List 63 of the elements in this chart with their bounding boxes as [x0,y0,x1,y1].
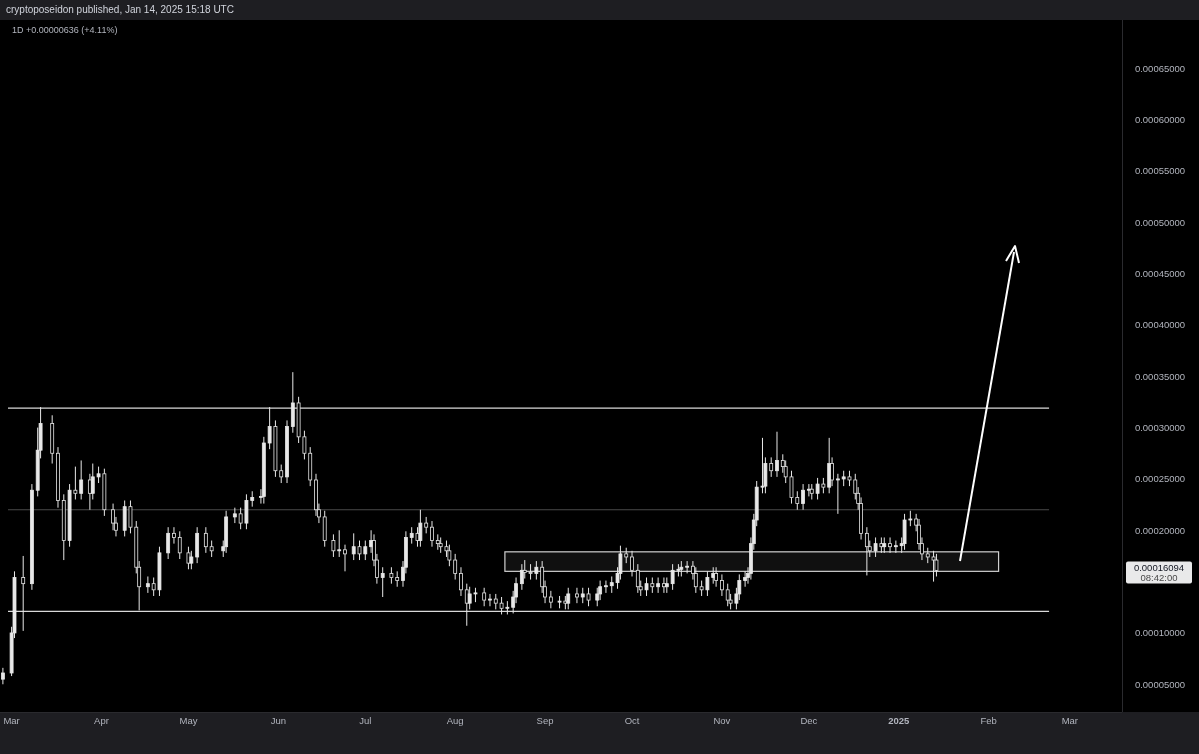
candlestick [186,546,191,570]
candlestick [635,563,640,594]
candlestick [189,550,194,570]
candlestick [656,577,661,594]
candlestick [482,587,487,607]
y-tick-label: 0.00010000 [1134,627,1186,639]
x-tick-label: Mar [3,715,20,726]
candlestick [172,526,176,545]
x-tick-label: Nov [713,715,731,726]
x-tick-label: Feb [980,715,997,726]
x-tick-label: Aug [446,715,464,726]
x-tick-label: Jun [270,715,286,726]
y-tick-label: 0.00005000 [1134,678,1186,690]
candlestick [430,520,434,548]
candlestick [801,483,805,511]
y-tick-label: 0.00055000 [1134,165,1186,177]
y-tick-label: 0.00040000 [1134,319,1186,331]
y-tick-label: 0.00060000 [1134,114,1186,126]
x-tick-label: Oct [624,715,640,726]
candlestick [0,667,5,685]
y-tick-label: 0.00025000 [1134,473,1186,485]
candlestick [893,540,898,554]
y-tick-label: 0.00050000 [1134,216,1186,228]
candlestick [725,583,730,607]
candlestick [459,566,463,597]
candlestick [464,583,469,627]
y-tick-label: 0.00035000 [1134,370,1186,382]
x-tick-label: Sep [536,715,554,726]
candlestick [488,593,492,607]
candlestick [685,560,690,574]
candlestick [519,563,524,591]
y-tick-label: 0.00020000 [1134,524,1186,536]
candlestick [380,566,385,598]
x-tick-label: Jul [359,715,372,726]
x-tick-label: May [179,715,198,726]
candlestick [806,483,811,497]
candlestick [604,580,608,594]
candlestick [145,575,150,594]
candlestick [630,550,634,577]
candlestick [177,530,182,560]
x-tick-label: Mar [1061,715,1078,726]
text: 0.00016094 [1133,562,1185,574]
candlestick [720,573,724,597]
candlestick [195,526,200,564]
candlestick [343,544,347,572]
candlestick [322,510,327,548]
y-tick-label: 0.00045000 [1134,268,1186,280]
text: 1D +0.00000636 (+4.11%) [12,25,118,35]
text: cryptoposeidon published, Jan 14, 2025 15:18 UTC [6,4,234,15]
candlestick [835,473,840,515]
text: 08:42:00 [1140,572,1178,584]
candlestick [548,590,553,609]
candlestick [575,587,579,604]
y-tick-label: 0.00030000 [1134,422,1186,434]
candlestick [166,526,171,560]
x-tick-label: Apr [94,715,109,726]
y-tick-label: 0.00065000 [1134,62,1186,74]
x-tick-label: Dec [800,715,818,726]
x-tick-label: 2025 [888,715,911,726]
candlestick [775,431,779,478]
candlestick [743,570,747,588]
candlestick [21,555,26,632]
candlestick [888,536,892,554]
